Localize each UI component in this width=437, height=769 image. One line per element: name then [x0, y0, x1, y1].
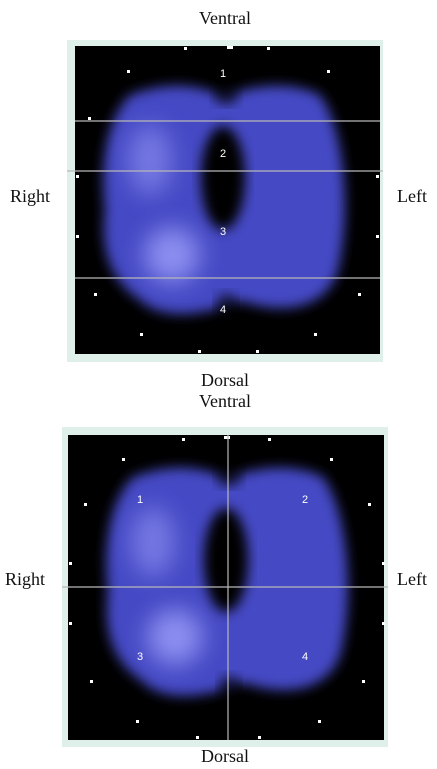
region-number: 1 — [220, 68, 226, 80]
region-number: 4 — [302, 651, 308, 663]
left-label: Right — [10, 186, 50, 206]
region-number: 1 — [137, 494, 143, 506]
lung-image — [103, 85, 345, 317]
region-number: 3 — [220, 226, 226, 238]
top-label: Ventral — [199, 391, 251, 411]
region-number: 2 — [220, 148, 226, 160]
right-label: Left — [397, 569, 427, 589]
figure: 1 2 3 4 Ventral Right Left Dorsal 1 2 3 … — [0, 0, 437, 769]
bottom-label: Dorsal — [201, 370, 249, 390]
right-label: Left — [397, 186, 427, 206]
left-label: Right — [5, 569, 45, 589]
panel: 1 2 3 4 Ventral Right Left Dorsal — [5, 391, 427, 766]
panel: 1 2 3 4 Ventral Right Left Dorsal — [10, 8, 427, 390]
region-number: 3 — [137, 651, 143, 663]
region-number: 4 — [220, 304, 226, 316]
region-number: 2 — [302, 494, 308, 506]
bottom-label: Dorsal — [201, 746, 249, 766]
top-label: Ventral — [199, 8, 251, 28]
